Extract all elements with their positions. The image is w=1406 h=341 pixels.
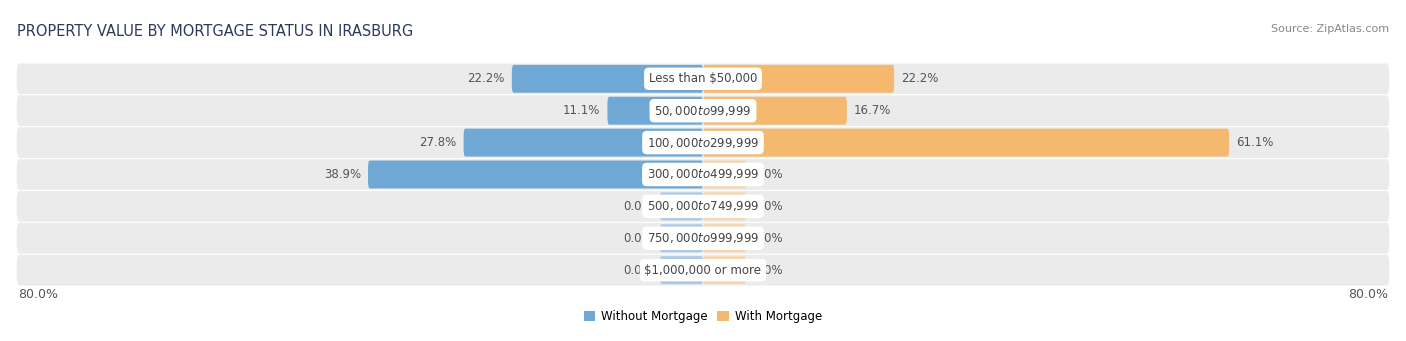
Text: $100,000 to $299,999: $100,000 to $299,999 xyxy=(647,136,759,150)
Text: 27.8%: 27.8% xyxy=(419,136,457,149)
Text: $300,000 to $499,999: $300,000 to $499,999 xyxy=(647,167,759,181)
Text: 80.0%: 80.0% xyxy=(1347,288,1388,301)
Legend: Without Mortgage, With Mortgage: Without Mortgage, With Mortgage xyxy=(579,306,827,328)
FancyBboxPatch shape xyxy=(607,97,703,125)
Text: $750,000 to $999,999: $750,000 to $999,999 xyxy=(647,231,759,245)
Text: $50,000 to $99,999: $50,000 to $99,999 xyxy=(654,104,752,118)
Text: $1,000,000 or more: $1,000,000 or more xyxy=(644,264,762,277)
Text: Less than $50,000: Less than $50,000 xyxy=(648,72,758,85)
Text: 11.1%: 11.1% xyxy=(564,104,600,117)
FancyBboxPatch shape xyxy=(368,161,703,189)
FancyBboxPatch shape xyxy=(703,65,894,93)
Text: 22.2%: 22.2% xyxy=(468,72,505,85)
FancyBboxPatch shape xyxy=(703,161,747,189)
Text: 0.0%: 0.0% xyxy=(623,232,652,245)
Text: 0.0%: 0.0% xyxy=(754,232,783,245)
Text: PROPERTY VALUE BY MORTGAGE STATUS IN IRASBURG: PROPERTY VALUE BY MORTGAGE STATUS IN IRA… xyxy=(17,24,413,39)
FancyBboxPatch shape xyxy=(17,159,1389,190)
FancyBboxPatch shape xyxy=(659,256,703,284)
FancyBboxPatch shape xyxy=(659,192,703,220)
Text: 80.0%: 80.0% xyxy=(18,288,59,301)
FancyBboxPatch shape xyxy=(703,129,1229,157)
FancyBboxPatch shape xyxy=(703,192,747,220)
FancyBboxPatch shape xyxy=(703,97,846,125)
Text: 0.0%: 0.0% xyxy=(754,264,783,277)
FancyBboxPatch shape xyxy=(512,65,703,93)
FancyBboxPatch shape xyxy=(17,127,1389,158)
FancyBboxPatch shape xyxy=(17,63,1389,94)
Text: 0.0%: 0.0% xyxy=(754,168,783,181)
FancyBboxPatch shape xyxy=(17,191,1389,222)
FancyBboxPatch shape xyxy=(659,224,703,252)
FancyBboxPatch shape xyxy=(703,256,747,284)
Text: $500,000 to $749,999: $500,000 to $749,999 xyxy=(647,199,759,213)
Text: 61.1%: 61.1% xyxy=(1236,136,1274,149)
Text: 0.0%: 0.0% xyxy=(623,200,652,213)
Text: 0.0%: 0.0% xyxy=(623,264,652,277)
Text: 16.7%: 16.7% xyxy=(853,104,891,117)
Text: 22.2%: 22.2% xyxy=(901,72,938,85)
FancyBboxPatch shape xyxy=(703,224,747,252)
FancyBboxPatch shape xyxy=(17,95,1389,126)
Text: 0.0%: 0.0% xyxy=(754,200,783,213)
Text: 38.9%: 38.9% xyxy=(323,168,361,181)
FancyBboxPatch shape xyxy=(17,255,1389,285)
Text: Source: ZipAtlas.com: Source: ZipAtlas.com xyxy=(1271,24,1389,34)
FancyBboxPatch shape xyxy=(464,129,703,157)
FancyBboxPatch shape xyxy=(17,223,1389,254)
